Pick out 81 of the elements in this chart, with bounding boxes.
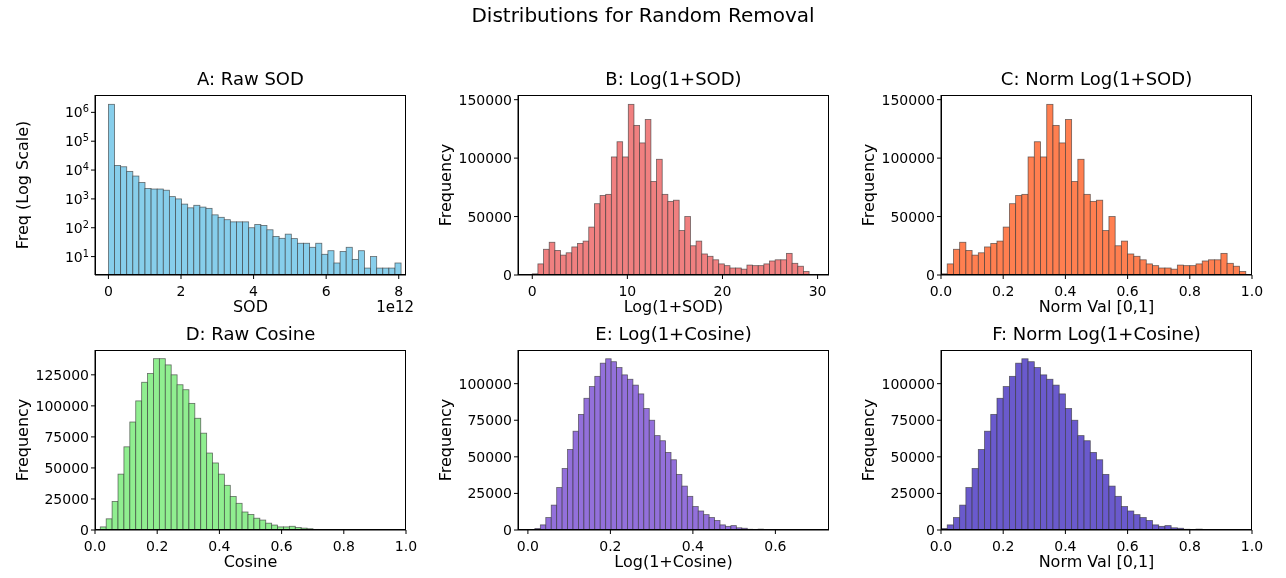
y-tick-label: 50000	[467, 208, 512, 225]
y-tick-label: 10$^{5}$	[64, 131, 89, 150]
x-axis-title: Norm Val [0,1]	[1038, 297, 1155, 316]
chart-title: D: Raw Cosine	[185, 323, 316, 344]
x-tick-label: 0.6	[764, 538, 787, 554]
x-tick-label: 0.0	[929, 283, 953, 299]
x-tick-label: 1.0	[394, 538, 418, 554]
y-axis-title: Freq (Log Scale)	[13, 120, 32, 250]
x-tick-label: 0.4	[1054, 538, 1077, 554]
y-tick-label: 0	[80, 522, 89, 538]
y-tick-label: 0	[926, 522, 935, 538]
x-tick-label: 0.2	[146, 538, 169, 554]
y-tick-label: 75000	[890, 412, 935, 429]
chart-title: A: Raw SOD	[197, 68, 304, 89]
x-tick-label: 30	[808, 283, 827, 299]
x-tick-label: 0.2	[599, 538, 622, 554]
x-axis-title: Log(1+Cosine)	[614, 552, 733, 571]
y-axis-title: Frequency	[436, 143, 455, 227]
x-tick-label: 0.0	[516, 538, 540, 554]
y-tick-label: 0	[503, 267, 512, 283]
x-tick-label: 0.4	[208, 538, 231, 554]
y-tick-label: 100000	[458, 150, 512, 167]
x-tick-label: 1.0	[1240, 283, 1264, 299]
y-tick-label: 50000	[44, 459, 89, 476]
chart-title: F: Norm Log(1+Cosine)	[992, 323, 1201, 344]
x-tick-label: 0.8	[1178, 283, 1201, 299]
y-tick-label: 10$^{6}$	[64, 102, 89, 121]
x-tick-label: 0.6	[1116, 538, 1139, 554]
y-tick-label: 0	[926, 267, 935, 283]
text: Distributions for Random Removal	[471, 3, 815, 27]
y-axis-title: Frequency	[859, 398, 878, 482]
x-tick-label: 0.2	[992, 538, 1015, 554]
y-tick-label: 10$^{3}$	[64, 189, 89, 207]
x-axis-title: Norm Val [0,1]	[1038, 552, 1155, 571]
y-tick-label: 100000	[458, 375, 512, 392]
x-tick-label: 0	[527, 283, 537, 299]
y-tick-label: 125000	[35, 366, 89, 383]
x-tick-label: 6	[321, 283, 331, 299]
x-tick-label: 0.6	[1116, 283, 1139, 299]
chart-title: C: Norm Log(1+SOD)	[1000, 68, 1193, 89]
x-axis-title: Cosine	[223, 552, 278, 571]
y-tick-label: 75000	[44, 428, 89, 445]
y-tick-label: 10$^{2}$	[64, 218, 89, 236]
x-tick-label: 0.2	[992, 283, 1015, 299]
x-tick-label: 8	[394, 283, 404, 299]
y-tick-label: 150000	[458, 91, 512, 108]
y-tick-label: 75000	[467, 412, 512, 429]
x-tick-label: 0.0	[929, 538, 953, 554]
x-tick-label: 20	[713, 283, 732, 299]
text: 1e12	[376, 298, 414, 316]
x-tick-label: 4	[249, 283, 259, 299]
y-axis-title: Frequency	[436, 398, 455, 482]
x-tick-label: 0.8	[1178, 538, 1201, 554]
y-tick-label: 50000	[890, 448, 935, 465]
y-tick-label: 25000	[890, 485, 935, 502]
chart-title: B: Log(1+SOD)	[605, 68, 742, 89]
x-tick-label: 0.6	[270, 538, 293, 554]
y-tick-label: 50000	[890, 208, 935, 225]
x-tick-label: 0.8	[332, 538, 355, 554]
x-tick-label: 2	[176, 283, 186, 299]
chart-title: E: Log(1+Cosine)	[595, 323, 752, 344]
y-tick-label: 10$^{1}$	[64, 247, 89, 265]
x-tick-label: 0.4	[1054, 283, 1077, 299]
x-axis-title: Log(1+SOD)	[623, 297, 724, 316]
y-axis-title: Frequency	[13, 398, 32, 482]
y-tick-label: 150000	[881, 91, 935, 108]
x-tick-label: 0	[103, 283, 113, 299]
x-tick-label: 1.0	[1240, 538, 1264, 554]
y-tick-label: 25000	[44, 490, 89, 507]
y-tick-label: 50000	[467, 448, 512, 465]
x-tick-label: 10	[618, 283, 637, 299]
y-tick-label: 100000	[35, 397, 89, 414]
y-tick-label: 100000	[881, 375, 935, 392]
x-axis-title: SOD	[232, 297, 269, 316]
y-axis-title: Frequency	[859, 143, 878, 227]
x-tick-label: 0.0	[83, 538, 107, 554]
y-tick-label: 25000	[467, 485, 512, 502]
y-tick-label: 0	[503, 522, 512, 538]
y-tick-label: 10$^{4}$	[64, 160, 89, 179]
y-tick-label: 100000	[881, 150, 935, 167]
x-tick-label: 0.4	[681, 538, 705, 554]
